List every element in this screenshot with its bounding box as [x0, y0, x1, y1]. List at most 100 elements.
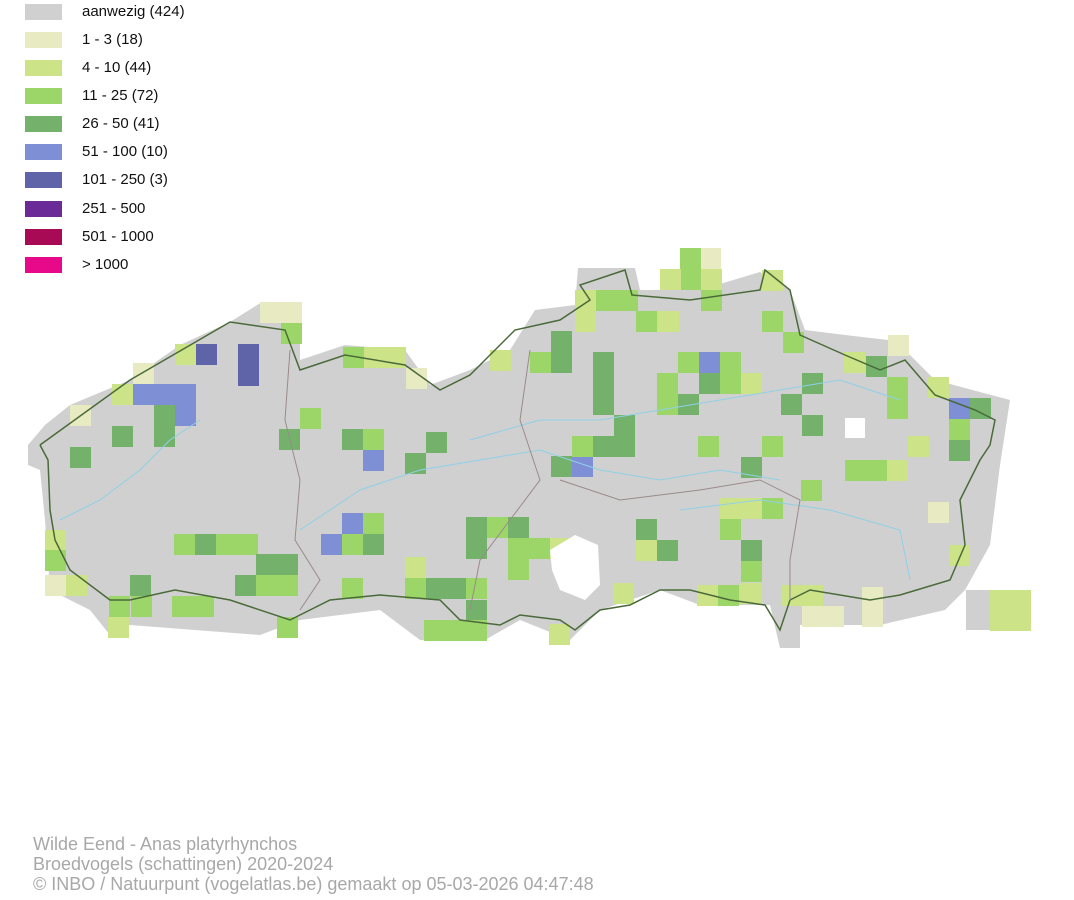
grid-cell: [175, 344, 196, 365]
grid-cell: [551, 352, 572, 373]
grid-cell: [802, 585, 823, 606]
grid-cell: [466, 578, 487, 599]
legend-swatch: [25, 32, 62, 48]
province-border: [469, 349, 541, 611]
grid-cell: [720, 498, 741, 519]
grid-cell: [720, 519, 741, 540]
grid-cell: [720, 373, 741, 394]
grid-cell: [636, 311, 657, 332]
grid-cell: [698, 436, 719, 457]
grid-cell: [862, 587, 883, 608]
grid-cell: [741, 561, 762, 582]
grid-cell: [237, 534, 258, 555]
grid-cell: [445, 620, 466, 641]
grid-cell: [762, 270, 783, 291]
grid-cell: [699, 373, 720, 394]
grid-cell: [762, 436, 783, 457]
grid-cell: [781, 394, 802, 415]
grid-cell: [300, 408, 321, 429]
grid-cell: [636, 519, 657, 540]
grid-cell: [678, 394, 699, 415]
grid-cell: [405, 578, 426, 599]
legend-swatch: [25, 88, 62, 104]
grid-cell: [572, 456, 593, 477]
grid-cell: [551, 456, 572, 477]
grid-cell: [593, 436, 614, 457]
legend-swatch: [25, 257, 62, 273]
legend-label: 51 - 100 (10): [82, 143, 168, 160]
grid-cell: [866, 460, 887, 481]
grid-cell: [617, 290, 638, 311]
grid-cell: [887, 377, 908, 398]
region: [28, 268, 1010, 648]
grid-cell: [741, 498, 762, 519]
grid-cell: [697, 585, 718, 606]
grid-cell: [888, 335, 909, 356]
grid-cell: [238, 365, 259, 386]
grid-cell: [424, 578, 445, 599]
grid-cell: [781, 585, 802, 606]
grid-cell: [70, 447, 91, 468]
grid-cell: [990, 610, 1011, 631]
grid-cell: [701, 269, 722, 290]
grid-cell: [740, 583, 761, 604]
grid-cell: [321, 534, 342, 555]
grid-cell: [657, 540, 678, 561]
grid-cell: [801, 480, 822, 501]
grid-cell: [741, 373, 762, 394]
grid-cell: [133, 363, 154, 384]
grid-cell: [256, 575, 277, 596]
grid-cell: [277, 554, 298, 575]
grid-cell: [175, 384, 196, 405]
grid-cell: [575, 311, 596, 332]
grid-cell: [342, 513, 363, 534]
grid-cell: [657, 373, 678, 394]
legend-label: 101 - 250 (3): [82, 171, 168, 188]
grid-cell: [572, 436, 593, 457]
grid-cell: [175, 405, 196, 426]
grid-cell: [281, 302, 302, 323]
grid-cell: [426, 432, 447, 453]
grid-cell: [720, 352, 741, 373]
grid-cell: [238, 344, 259, 365]
grid-cell: [551, 331, 572, 352]
grid-cell: [783, 332, 804, 353]
grid-cell: [193, 596, 214, 617]
grid-cell: [614, 436, 635, 457]
grid-cell: [741, 540, 762, 561]
grid-cell: [593, 373, 614, 394]
legend-label: 1 - 3 (18): [82, 31, 143, 48]
grid-cell: [762, 498, 783, 519]
footer-line: Broedvogels (schattingen) 2020-2024: [33, 854, 334, 874]
grid-cell: [949, 440, 970, 461]
grid-cell: [424, 620, 445, 641]
grid-cell: [680, 269, 701, 290]
grid-cell: [549, 624, 570, 645]
grid-cell: [405, 453, 426, 474]
gap: [845, 418, 865, 438]
province-border: [559, 479, 801, 600]
grid-cell: [343, 347, 364, 368]
grid-cell: [866, 356, 887, 377]
footer-line: Wilde Eend - Anas platyrhynchos: [33, 834, 298, 854]
grid-cell: [45, 550, 66, 571]
grid-cell: [281, 323, 302, 344]
river: [679, 499, 911, 581]
grid-cell: [845, 460, 866, 481]
grid-cell: [699, 352, 720, 373]
grid-cell: [363, 534, 384, 555]
grid-cell: [1010, 590, 1031, 611]
legend-label: 11 - 25 (72): [82, 87, 158, 104]
grid-cell: [466, 620, 487, 641]
grid-cell: [405, 557, 426, 578]
grid-cell: [445, 578, 466, 599]
grid-cell: [277, 575, 298, 596]
grid-cell: [66, 575, 87, 596]
grid-cell: [949, 419, 970, 440]
grid-cell: [466, 600, 487, 621]
grid-cell: [802, 415, 823, 436]
grid-cell: [862, 606, 883, 627]
footer-line: © INBO / Natuurpunt (vogelatlas.be) gema…: [33, 874, 594, 894]
grid-cell: [508, 559, 529, 580]
grid-cell: [1010, 610, 1031, 631]
